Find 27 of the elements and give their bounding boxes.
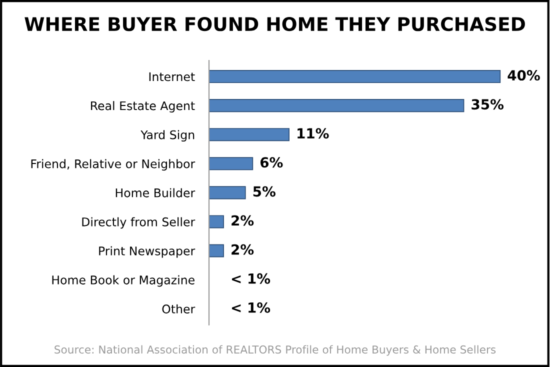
bar (209, 99, 464, 112)
text: < 1% (232, 302, 270, 313)
data-label: 6% (260, 157, 283, 168)
data-label: 2% (232, 244, 254, 255)
y-tick-label: Real Estate Agent (91, 101, 195, 113)
data-label: 35% (472, 99, 504, 110)
bar (209, 186, 246, 200)
y-tick-label: Home Book or Magazine (52, 275, 194, 287)
data-label: 5% (253, 186, 276, 197)
data-label: 11% (298, 128, 329, 139)
y-tick-label: Directly from Seller (82, 217, 196, 229)
y-tick-label: Print Newspaper (99, 246, 196, 258)
chart-title: WHERE BUYER FOUND HOME THEY PURCHASED (24, 16, 525, 32)
bar (209, 128, 290, 142)
source-note: Source: National Association of REALTORS Profile of Home Buyers & Home Sellers (54, 345, 496, 356)
y-tick-label: Other (162, 304, 196, 314)
data-label: 40% (508, 70, 540, 81)
bar (209, 157, 254, 170)
text: < 1% (232, 273, 270, 284)
bar (209, 70, 501, 84)
y-tick-label: Yard Sign (140, 130, 194, 142)
y-tick-label: Friend, Relative or Neighbor (31, 159, 196, 171)
data-label: 2% (232, 215, 254, 226)
bar (209, 215, 224, 228)
y-tick-label: Home Builder (116, 188, 196, 198)
y-tick-label: Internet (149, 72, 195, 82)
bar (209, 244, 224, 258)
